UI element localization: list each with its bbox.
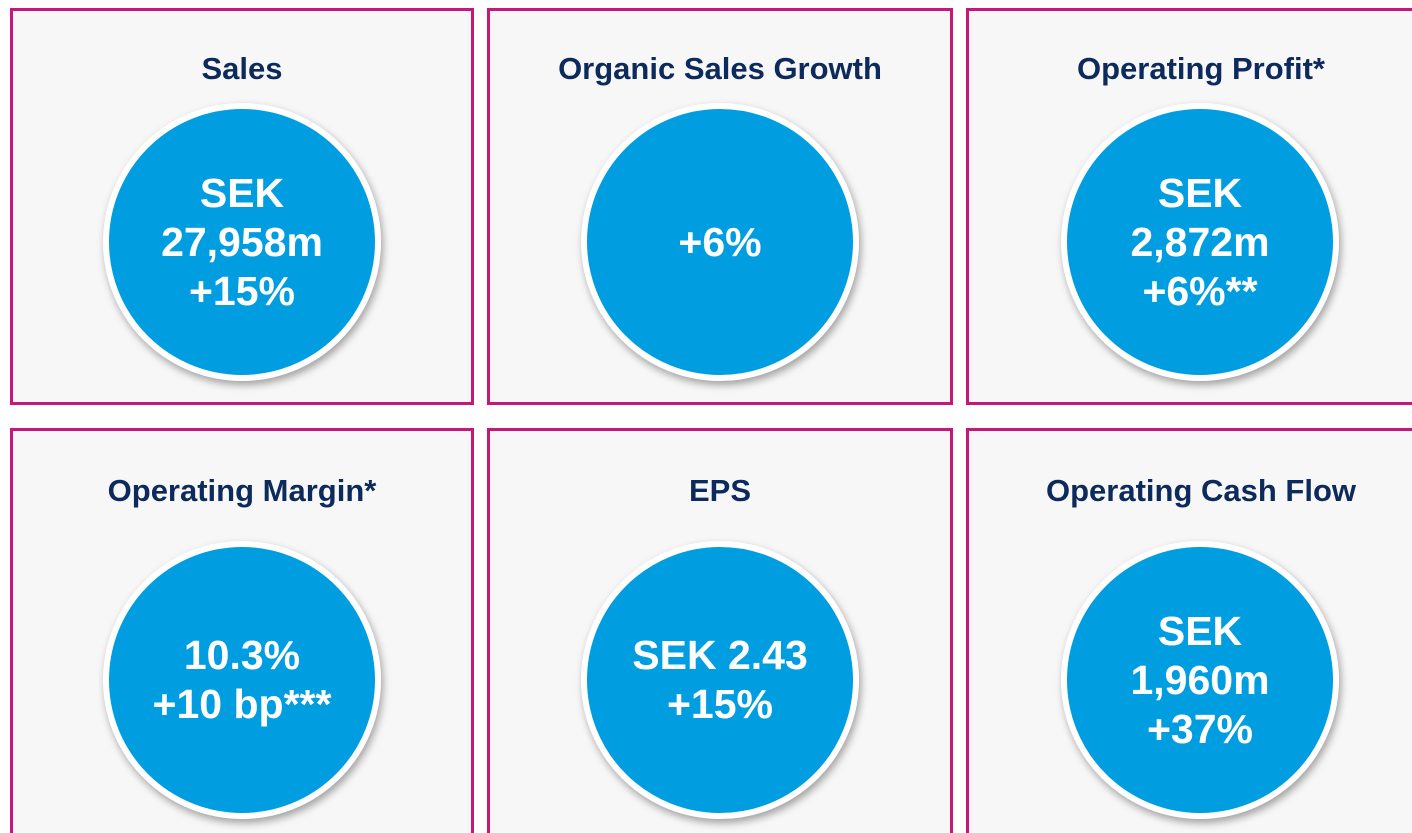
kpi-circle: 10.3% +10 bp*** <box>103 541 381 819</box>
kpi-value: 10.3% <box>183 632 301 678</box>
kpi-value: SEK 2.43 <box>632 632 808 678</box>
kpi-value: 27,958m <box>161 218 323 265</box>
kpi-tile: Sales SEK 27,958m +15% <box>10 8 474 405</box>
kpi-tile: EPS SEK 2.43 +15% <box>487 428 953 833</box>
kpi-tile: Operating Cash Flow SEK 1,960m +37% <box>966 428 1412 833</box>
kpi-title: EPS <box>688 473 752 508</box>
kpi-value: +6%** <box>1142 267 1258 314</box>
kpi-title: Sales <box>201 51 283 86</box>
kpi-value: 2,872m <box>1130 218 1270 265</box>
kpi-circle: SEK 2.43 +15% <box>581 541 859 819</box>
kpi-tile: Operating Profit* SEK 2,872m +6%** <box>966 8 1412 405</box>
kpi-value: SEK <box>1157 169 1243 216</box>
kpi-value: SEK <box>199 169 285 216</box>
kpi-title: Operating Profit* <box>1076 51 1325 86</box>
kpi-title: Operating Margin* <box>107 473 377 508</box>
kpi-circle: SEK 2,872m +6%** <box>1061 103 1339 381</box>
kpi-value: +6% <box>678 218 762 265</box>
kpi-circle: +6% <box>581 103 859 381</box>
kpi-circle: SEK 27,958m +15% <box>103 103 381 381</box>
kpi-value: +15% <box>188 267 295 314</box>
kpi-value: +37% <box>1146 705 1253 752</box>
kpi-title: Organic Sales Growth <box>558 51 882 86</box>
kpi-value: 1,960m <box>1130 656 1270 703</box>
kpi-tile: Operating Margin* 10.3% +10 bp*** <box>10 428 474 833</box>
kpi-value: +10 bp*** <box>152 681 332 727</box>
kpi-value: +15% <box>666 681 773 727</box>
kpi-circle: SEK 1,960m +37% <box>1061 541 1339 819</box>
kpi-title: Operating Cash Flow <box>1045 473 1357 508</box>
kpi-value: SEK <box>1157 607 1243 654</box>
kpi-tile: Organic Sales Growth +6% <box>487 8 953 405</box>
